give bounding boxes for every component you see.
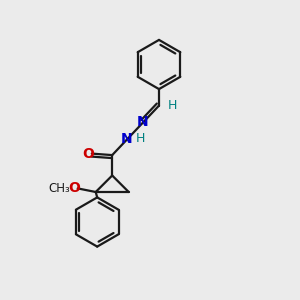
Text: N: N (121, 132, 133, 145)
Text: H: H (136, 131, 146, 145)
Text: O: O (82, 147, 94, 160)
Text: H: H (167, 98, 177, 112)
Text: O: O (68, 182, 80, 195)
Text: N: N (137, 115, 148, 129)
Text: CH₃: CH₃ (48, 182, 70, 195)
